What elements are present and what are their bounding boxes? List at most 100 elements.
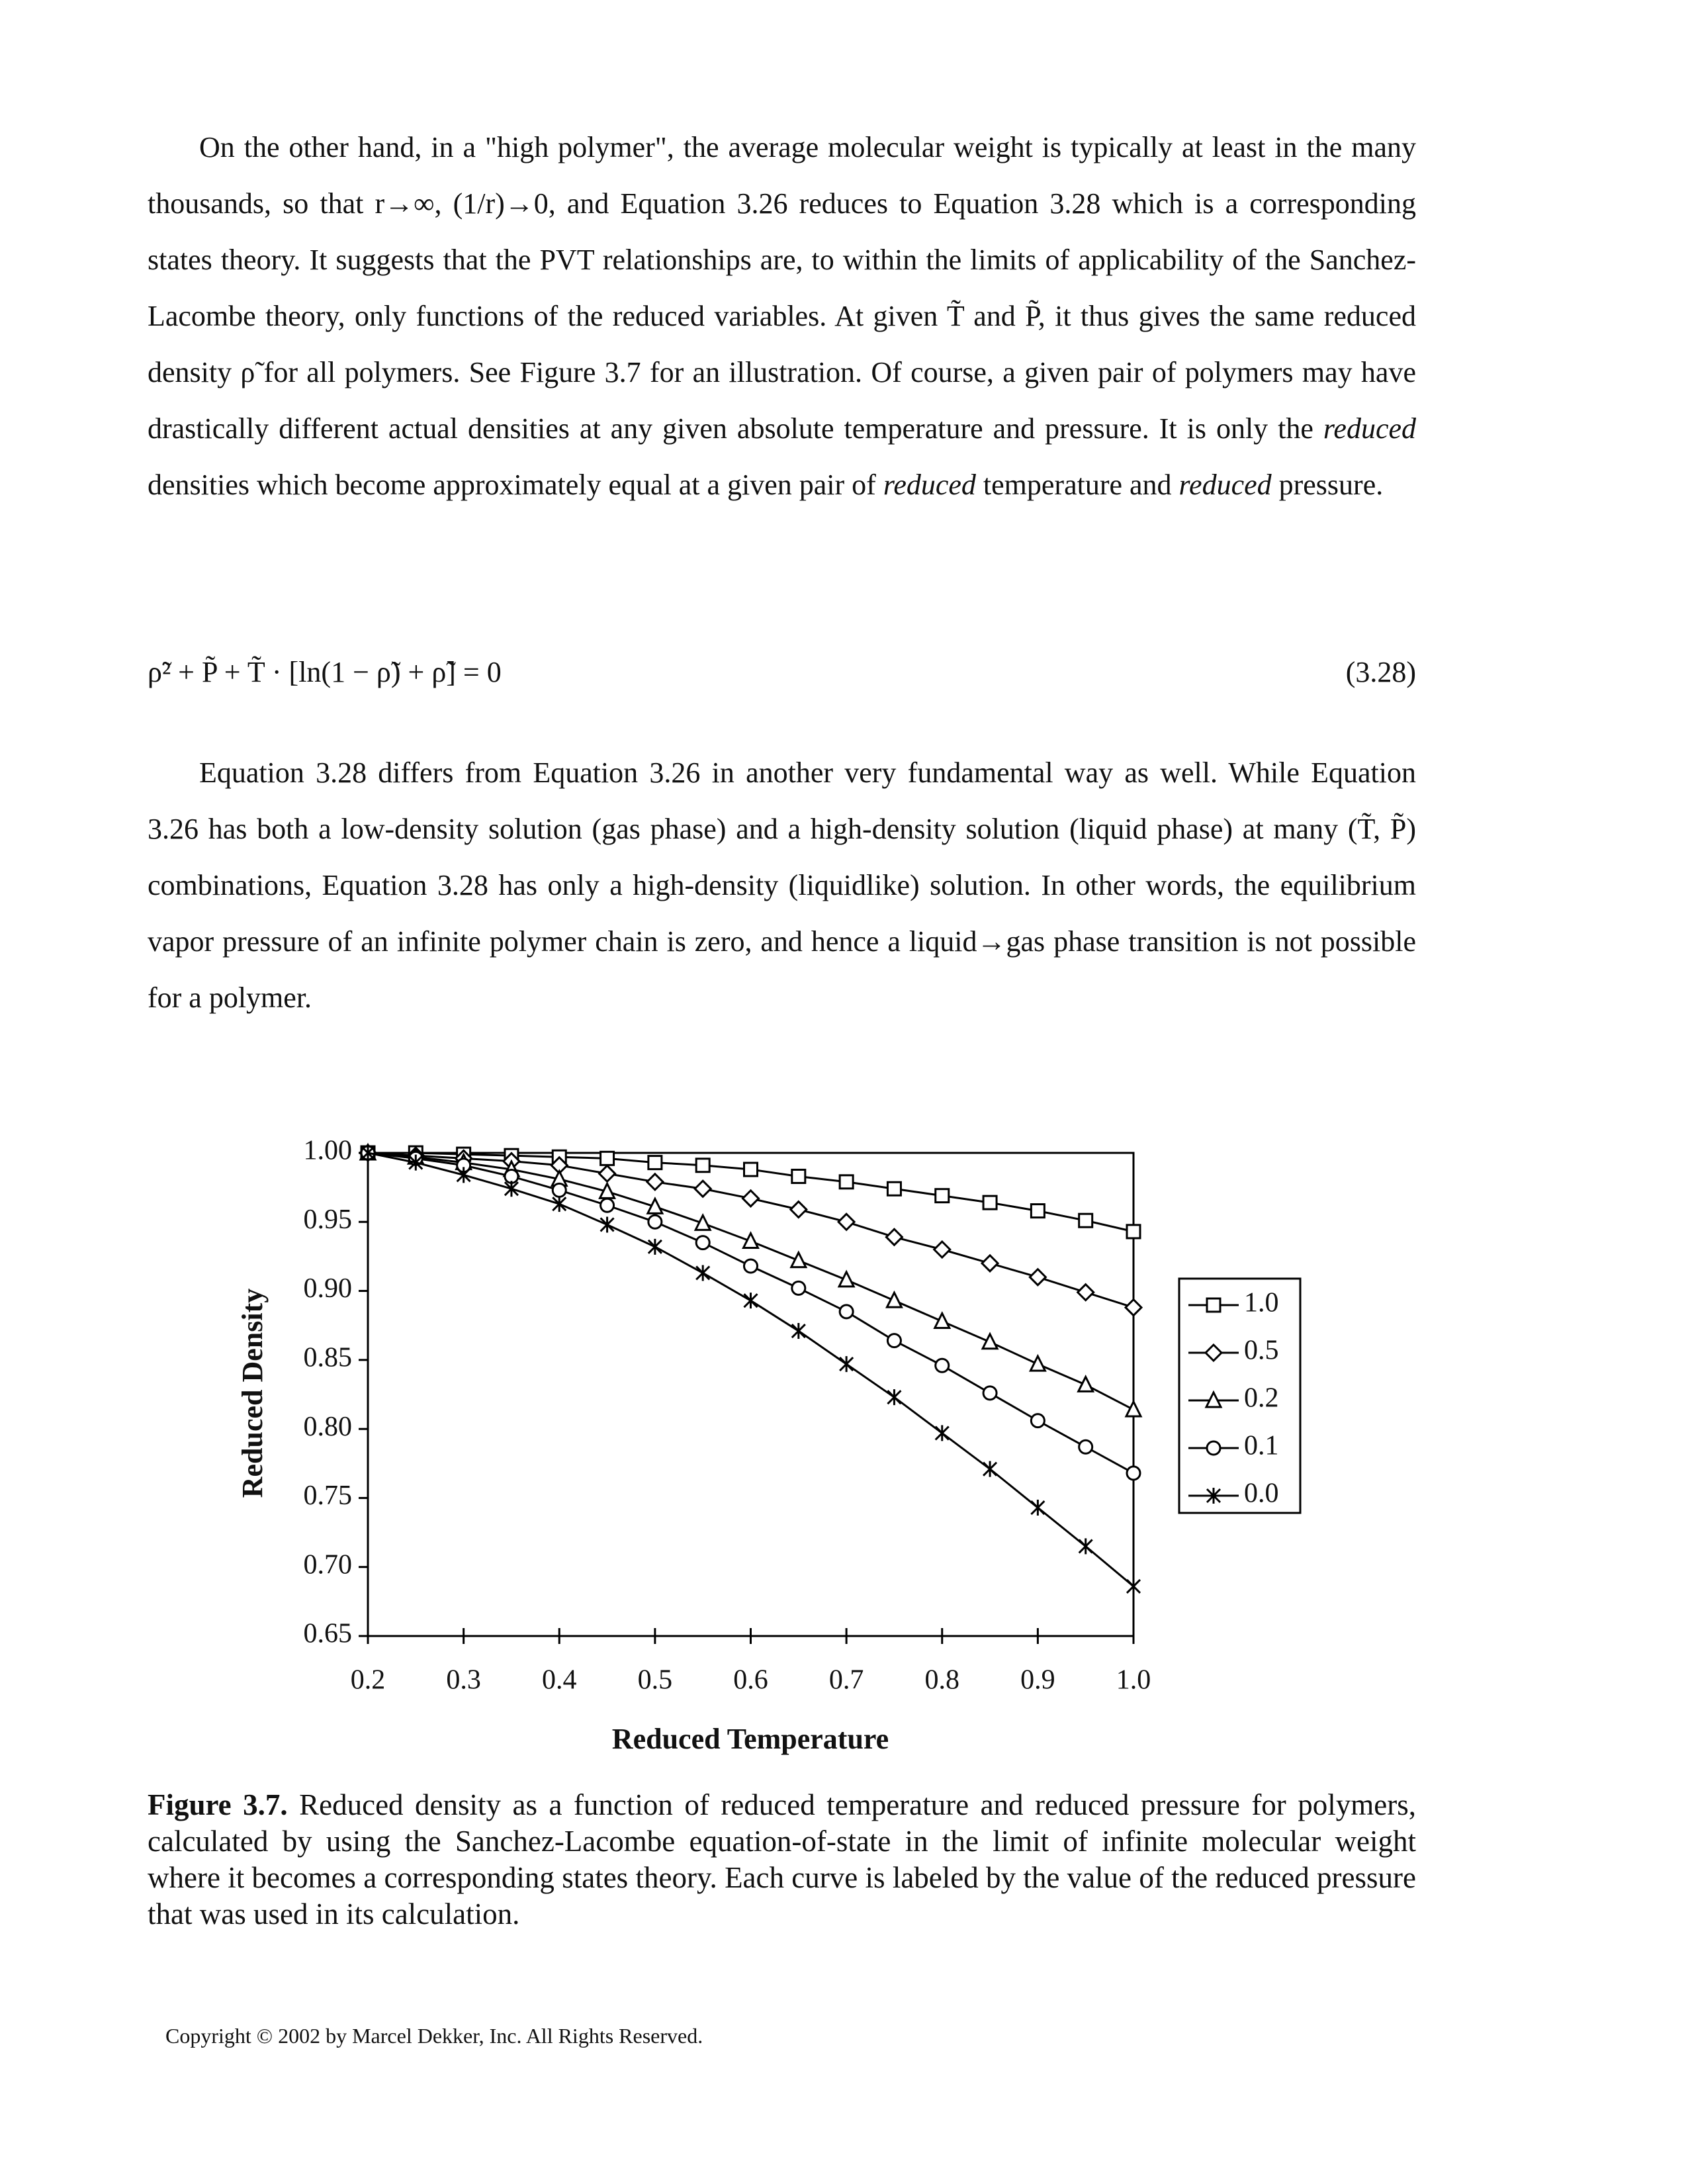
marker: [839, 1356, 854, 1373]
marker: [791, 1323, 806, 1340]
x-tick-label: 0.7: [829, 1665, 864, 1696]
marker: [887, 1389, 902, 1406]
marker: [1028, 1353, 1047, 1372]
marker: [1030, 1203, 1045, 1219]
equation-text: ρ̃² + P̃ + T̃ · [ln(1 − ρ̃) + ρ̃] = 0: [148, 656, 502, 688]
legend-label: 0.1: [1244, 1431, 1279, 1461]
y-tick-label: 0.65: [304, 1619, 353, 1649]
marker: [645, 1172, 664, 1191]
marker: [1126, 1465, 1141, 1481]
emphasis: reduced: [1178, 469, 1272, 501]
caption-label: Figure 3.7.: [148, 1788, 288, 1821]
marker: [838, 1304, 854, 1320]
marker: [551, 1182, 567, 1198]
marker: [1028, 1267, 1047, 1287]
marker: [360, 1145, 376, 1161]
marker: [1204, 1390, 1223, 1408]
x-tick-label: 0.3: [446, 1665, 481, 1696]
text: On the other hand, in a "high polymer", …: [148, 131, 1416, 445]
marker: [1077, 1375, 1095, 1392]
text: Equation 3.28 differs from Equation 3.26…: [148, 756, 1416, 1014]
marker: [743, 1293, 758, 1309]
marker: [598, 1164, 617, 1183]
marker: [1206, 1297, 1222, 1313]
marker: [981, 1332, 999, 1350]
series-line: [367, 1152, 1134, 1588]
text: densities which become approximately equ…: [148, 469, 883, 501]
marker: [647, 1238, 662, 1255]
marker: [456, 1167, 471, 1183]
marker: [934, 1357, 950, 1373]
marker: [838, 1174, 854, 1190]
legend-label: 0.5: [1244, 1336, 1279, 1366]
marker: [600, 1197, 615, 1213]
y-tick-label: 0.75: [304, 1480, 353, 1511]
marker: [693, 1179, 713, 1199]
marker: [693, 1213, 712, 1231]
marker: [1030, 1413, 1045, 1429]
marker: [743, 1258, 758, 1274]
text: pressure.: [1271, 469, 1384, 501]
marker: [408, 1154, 423, 1171]
marker: [1030, 1500, 1045, 1516]
marker: [647, 1214, 663, 1230]
marker: [934, 1188, 950, 1204]
emphasis: reduced: [883, 469, 976, 501]
marker: [1126, 1578, 1141, 1594]
x-tick-label: 0.4: [542, 1665, 577, 1696]
marker: [1126, 1224, 1141, 1240]
x-tick-label: 0.5: [638, 1665, 673, 1696]
y-axis-title: Reduced Density: [236, 1289, 269, 1498]
marker: [886, 1181, 902, 1197]
marker: [982, 1461, 998, 1477]
plot-frame: [367, 1152, 1135, 1637]
marker: [1124, 1399, 1143, 1418]
marker: [504, 1181, 519, 1197]
marker: [695, 1265, 711, 1281]
x-tick-label: 0.6: [733, 1665, 768, 1696]
marker: [980, 1253, 1000, 1273]
marker: [789, 1250, 808, 1269]
marker: [743, 1161, 758, 1177]
y-tick-label: 0.80: [304, 1412, 353, 1442]
marker: [695, 1235, 711, 1251]
text: temperature and: [975, 469, 1179, 501]
copyright: Copyright © 2002 by Marcel Dekker, Inc. …: [165, 2024, 703, 2048]
y-tick-label: 0.95: [304, 1205, 353, 1235]
equation-number: (3.28): [1345, 656, 1416, 688]
marker: [837, 1269, 856, 1288]
marker: [552, 1196, 567, 1212]
marker: [933, 1311, 952, 1329]
marker: [600, 1150, 615, 1166]
caption-text: Reduced density as a function of reduced…: [148, 1788, 1417, 1931]
legend-label: 1.0: [1244, 1288, 1279, 1318]
marker: [885, 1228, 904, 1247]
marker: [647, 1155, 663, 1171]
marker: [1206, 1488, 1222, 1504]
legend-box: [1178, 1277, 1302, 1514]
marker: [886, 1333, 902, 1349]
marker: [646, 1196, 664, 1214]
marker: [932, 1240, 952, 1259]
marker: [1076, 1283, 1095, 1302]
marker: [982, 1195, 998, 1210]
x-tick-label: 1.0: [1116, 1665, 1151, 1696]
emphasis: reduced: [1323, 412, 1416, 445]
marker: [695, 1158, 711, 1173]
marker: [1124, 1298, 1143, 1317]
paragraph: On the other hand, in a "high polymer", …: [148, 119, 1416, 513]
x-axis-title: Reduced Temperature: [612, 1723, 889, 1755]
x-tick-label: 0.2: [351, 1665, 386, 1696]
marker: [741, 1189, 760, 1208]
y-tick-label: 0.70: [304, 1549, 353, 1580]
chart: Reduced Temperature Reduced Density 0.65…: [236, 1136, 1302, 1755]
marker: [791, 1280, 807, 1296]
x-tick-label: 0.9: [1020, 1665, 1055, 1696]
marker: [1078, 1538, 1093, 1555]
legend-label: 0.2: [1244, 1383, 1279, 1414]
marker: [837, 1212, 856, 1232]
marker: [600, 1216, 615, 1233]
y-tick-label: 0.90: [304, 1273, 353, 1304]
legend-label: 0.0: [1244, 1479, 1279, 1509]
